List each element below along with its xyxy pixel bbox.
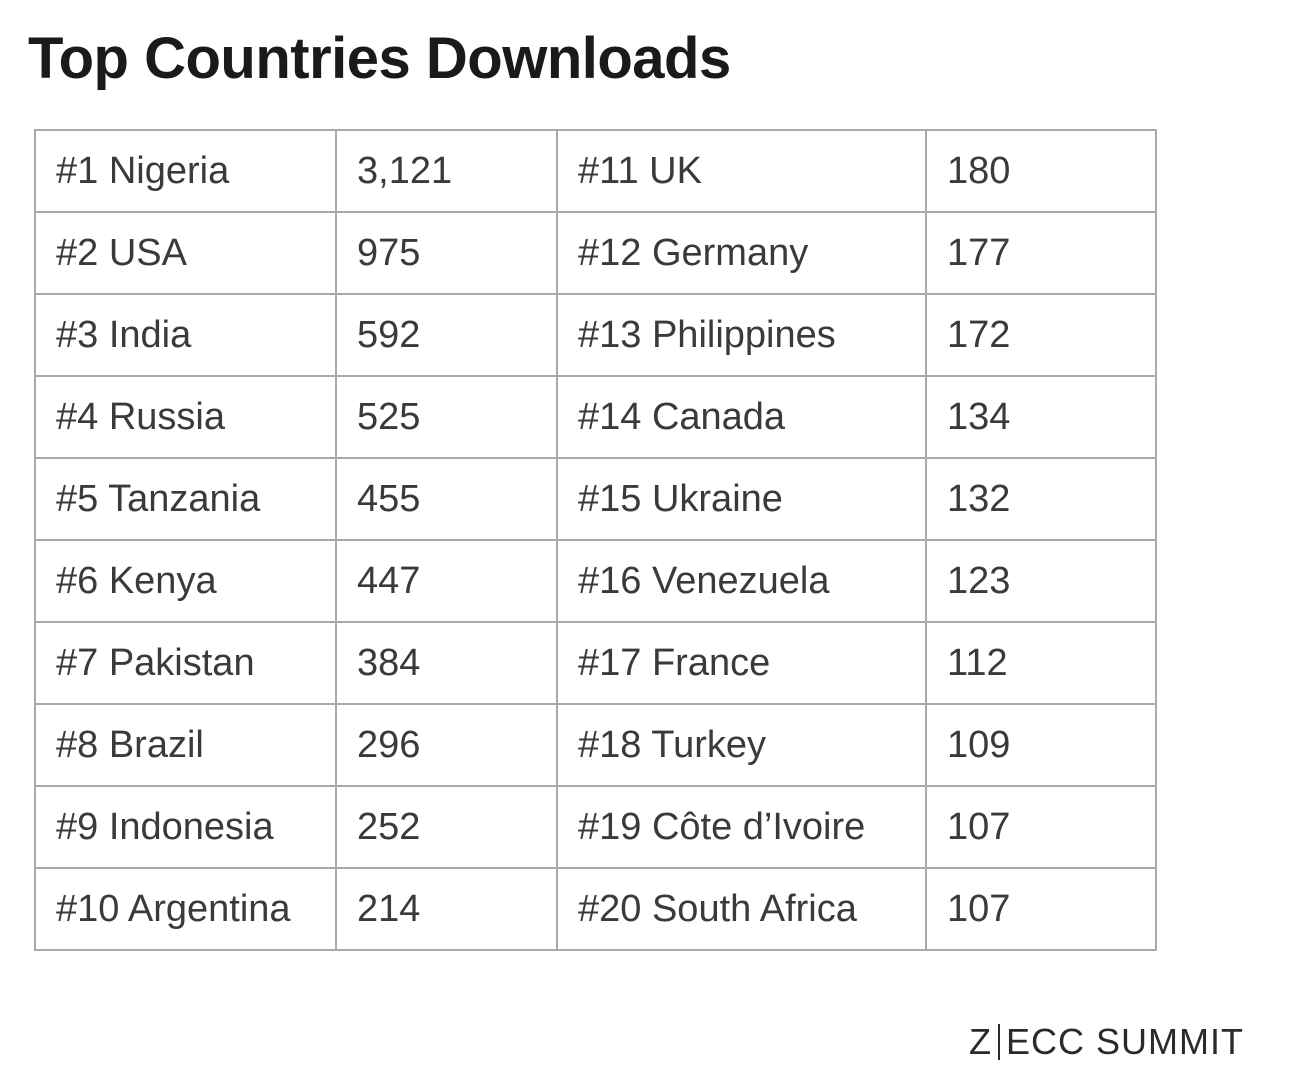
downloads-table: #1 Nigeria 3,121 #11 UK 180 #2 USA 975 #…	[34, 129, 1157, 951]
country-cell: #10 Argentina	[34, 867, 337, 951]
table-row: #6 Kenya 447 #16 Venezuela 123	[34, 539, 1157, 623]
country-cell: #4 Russia	[34, 375, 337, 459]
country-cell: #14 Canada	[556, 375, 927, 459]
country-cell: #18 Turkey	[556, 703, 927, 787]
downloads-cell: 123	[925, 539, 1157, 623]
zecc-summit-logo: Z ECC SUMMIT	[969, 1020, 1244, 1064]
logo-letter: Z	[969, 1021, 992, 1062]
downloads-cell: 172	[925, 293, 1157, 377]
logo-divider	[998, 1024, 1000, 1060]
table-row: #9 Indonesia 252 #19 Côte d’Ivoire 107	[34, 785, 1157, 869]
downloads-cell: 455	[335, 457, 558, 541]
country-cell: #5 Tanzania	[34, 457, 337, 541]
country-cell: #16 Venezuela	[556, 539, 927, 623]
table-row: #7 Pakistan 384 #17 France 112	[34, 621, 1157, 705]
downloads-cell: 525	[335, 375, 558, 459]
table-row: #4 Russia 525 #14 Canada 134	[34, 375, 1157, 459]
country-cell: #20 South Africa	[556, 867, 927, 951]
downloads-cell: 447	[335, 539, 558, 623]
country-cell: #13 Philippines	[556, 293, 927, 377]
downloads-cell: 180	[925, 129, 1157, 213]
table-row: #2 USA 975 #12 Germany 177	[34, 211, 1157, 295]
country-cell: #9 Indonesia	[34, 785, 337, 869]
downloads-cell: 3,121	[335, 129, 558, 213]
table-row: #1 Nigeria 3,121 #11 UK 180	[34, 129, 1157, 213]
logo-wordmark: ECC SUMMIT	[1006, 1021, 1244, 1062]
page-title: Top Countries Downloads	[28, 26, 731, 91]
downloads-cell: 134	[925, 375, 1157, 459]
downloads-cell: 975	[335, 211, 558, 295]
downloads-cell: 112	[925, 621, 1157, 705]
country-cell: #6 Kenya	[34, 539, 337, 623]
country-cell: #8 Brazil	[34, 703, 337, 787]
table-row: #3 India 592 #13 Philippines 172	[34, 293, 1157, 377]
table-row: #10 Argentina 214 #20 South Africa 107	[34, 867, 1157, 951]
downloads-cell: 132	[925, 457, 1157, 541]
country-cell: #11 UK	[556, 129, 927, 213]
country-cell: #12 Germany	[556, 211, 927, 295]
downloads-cell: 107	[925, 867, 1157, 951]
downloads-cell: 109	[925, 703, 1157, 787]
country-cell: #2 USA	[34, 211, 337, 295]
downloads-cell: 296	[335, 703, 558, 787]
country-cell: #7 Pakistan	[34, 621, 337, 705]
downloads-cell: 252	[335, 785, 558, 869]
country-cell: #15 Ukraine	[556, 457, 927, 541]
downloads-cell: 214	[335, 867, 558, 951]
downloads-cell: 107	[925, 785, 1157, 869]
downloads-cell: 592	[335, 293, 558, 377]
downloads-cell: 177	[925, 211, 1157, 295]
country-cell: #3 India	[34, 293, 337, 377]
country-cell: #19 Côte d’Ivoire	[556, 785, 927, 869]
downloads-cell: 384	[335, 621, 558, 705]
country-cell: #17 France	[556, 621, 927, 705]
country-cell: #1 Nigeria	[34, 129, 337, 213]
table-row: #5 Tanzania 455 #15 Ukraine 132	[34, 457, 1157, 541]
table-row: #8 Brazil 296 #18 Turkey 109	[34, 703, 1157, 787]
